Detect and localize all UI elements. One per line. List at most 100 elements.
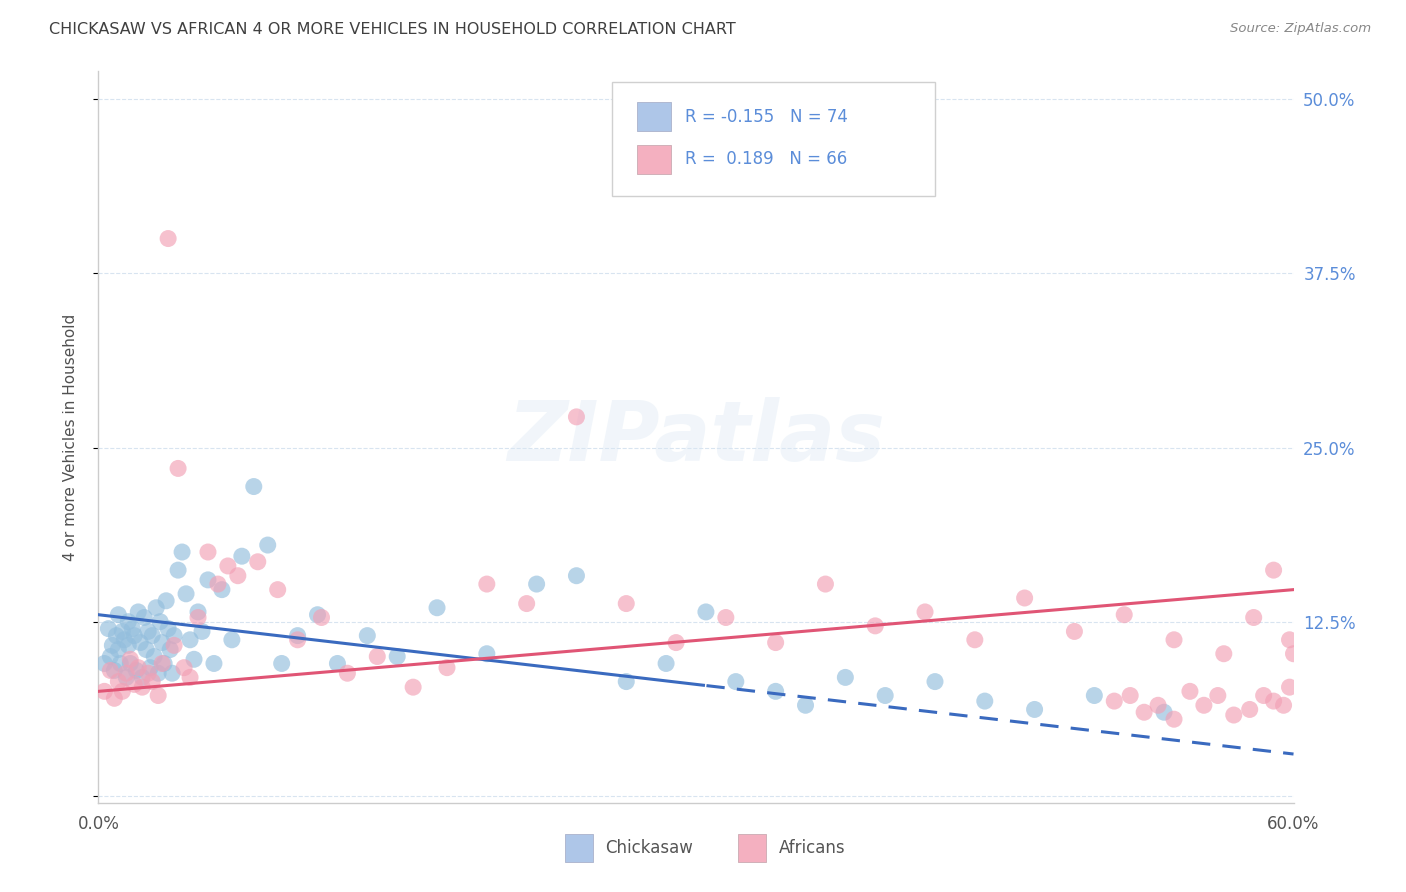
Point xyxy=(167,563,190,577)
Point xyxy=(101,639,124,653)
Point xyxy=(307,607,329,622)
Point xyxy=(834,670,856,684)
Point xyxy=(207,577,229,591)
Point xyxy=(1239,702,1261,716)
Point xyxy=(794,698,817,713)
Point xyxy=(141,674,163,689)
Point xyxy=(197,573,219,587)
Text: Source: ZipAtlas.com: Source: ZipAtlas.com xyxy=(1230,22,1371,36)
Point xyxy=(426,600,449,615)
Point xyxy=(516,597,538,611)
Point xyxy=(103,691,125,706)
Point xyxy=(183,652,205,666)
Text: R =  0.189   N = 66: R = 0.189 N = 66 xyxy=(685,150,848,168)
Point xyxy=(139,660,162,674)
Point xyxy=(402,680,425,694)
Point xyxy=(665,635,688,649)
Point xyxy=(150,657,173,671)
Point xyxy=(1163,632,1185,647)
Point xyxy=(127,605,149,619)
Point xyxy=(97,622,120,636)
Point xyxy=(167,461,190,475)
Point xyxy=(1104,694,1126,708)
Point xyxy=(136,666,159,681)
Point xyxy=(1263,694,1285,708)
FancyBboxPatch shape xyxy=(613,82,935,195)
Point xyxy=(110,657,132,671)
Point xyxy=(93,657,115,671)
Point xyxy=(112,632,135,647)
Y-axis label: 4 or more Vehicles in Household: 4 or more Vehicles in Household xyxy=(63,313,77,561)
Point xyxy=(243,479,266,493)
Point xyxy=(105,629,128,643)
Point xyxy=(1223,708,1246,723)
Point xyxy=(157,231,180,245)
Point xyxy=(150,635,173,649)
Point xyxy=(1212,647,1234,661)
Point xyxy=(98,664,122,678)
Point xyxy=(163,639,186,653)
Point xyxy=(287,632,309,647)
Point xyxy=(1133,705,1156,719)
Point xyxy=(107,607,129,622)
Point xyxy=(159,642,181,657)
Point xyxy=(655,657,678,671)
Point xyxy=(1282,647,1305,661)
Text: ZIPatlas: ZIPatlas xyxy=(508,397,884,477)
Point xyxy=(179,632,201,647)
Point xyxy=(526,577,548,591)
Point xyxy=(270,657,292,671)
Text: Africans: Africans xyxy=(779,839,845,857)
Point xyxy=(714,610,737,624)
Point xyxy=(814,577,837,591)
Point xyxy=(107,674,129,689)
Point xyxy=(1263,563,1285,577)
Point xyxy=(173,660,195,674)
Point xyxy=(765,684,787,698)
Point xyxy=(614,674,637,689)
Point xyxy=(356,629,378,643)
Point xyxy=(217,558,239,573)
Point xyxy=(174,587,197,601)
Point xyxy=(157,622,180,636)
Point xyxy=(149,615,172,629)
Point xyxy=(107,642,129,657)
Point xyxy=(287,629,309,643)
Point xyxy=(160,666,183,681)
Point xyxy=(187,605,209,619)
Point xyxy=(326,657,349,671)
Point xyxy=(120,652,142,666)
Point xyxy=(148,666,170,681)
Text: R = -0.155   N = 74: R = -0.155 N = 74 xyxy=(685,108,848,126)
Point xyxy=(565,409,588,424)
Point xyxy=(141,629,163,643)
Point xyxy=(1253,689,1275,703)
Point xyxy=(311,610,333,624)
Point xyxy=(120,657,142,671)
Point xyxy=(155,594,177,608)
Point xyxy=(211,582,233,597)
Point xyxy=(1153,705,1175,719)
Point xyxy=(125,664,148,678)
Point xyxy=(172,545,194,559)
Point xyxy=(111,684,134,698)
Point xyxy=(1192,698,1215,713)
Point xyxy=(129,635,152,649)
Point xyxy=(475,647,498,661)
Point xyxy=(875,689,897,703)
Point xyxy=(1243,610,1265,624)
Point xyxy=(98,649,122,664)
Point xyxy=(973,694,995,708)
Point xyxy=(267,582,290,597)
Point xyxy=(148,689,170,703)
Point xyxy=(1119,689,1142,703)
Point xyxy=(1178,684,1201,698)
Point xyxy=(131,680,153,694)
Point xyxy=(179,670,201,684)
Point xyxy=(565,568,588,582)
Point xyxy=(202,657,225,671)
Point xyxy=(336,666,359,681)
Point xyxy=(231,549,253,564)
Point xyxy=(724,674,747,689)
Point xyxy=(124,629,146,643)
